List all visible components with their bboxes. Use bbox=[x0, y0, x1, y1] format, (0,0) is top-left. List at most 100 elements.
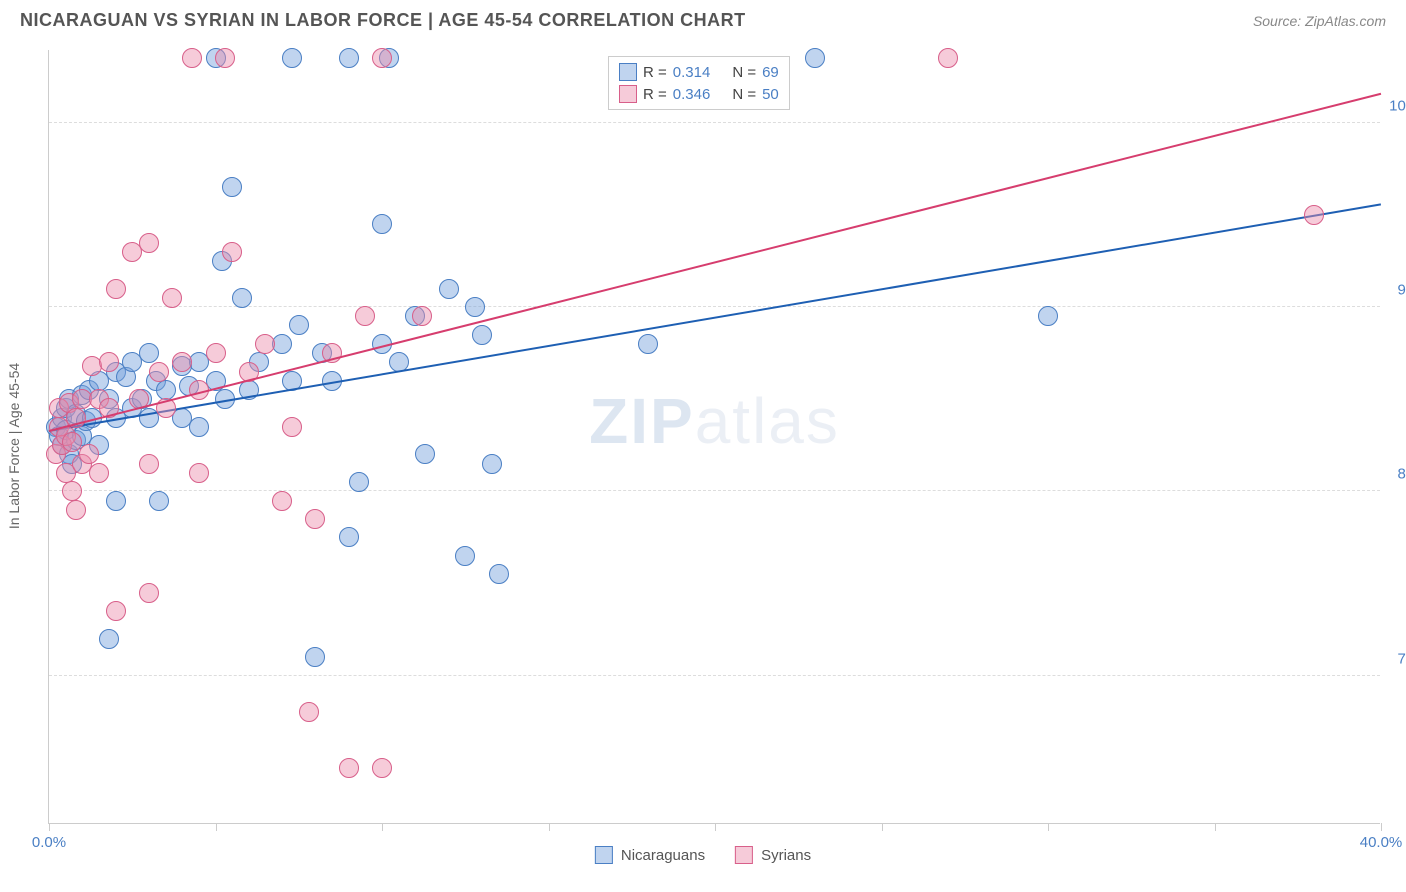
x-tick bbox=[1215, 823, 1216, 831]
data-point bbox=[482, 454, 502, 474]
data-point bbox=[805, 48, 825, 68]
data-point bbox=[149, 491, 169, 511]
data-point bbox=[282, 417, 302, 437]
data-point bbox=[106, 279, 126, 299]
legend-series-name: Syrians bbox=[761, 847, 811, 864]
data-point bbox=[439, 279, 459, 299]
y-axis-title: In Labor Force | Age 45-54 bbox=[6, 363, 22, 529]
data-point bbox=[182, 48, 202, 68]
y-tick-label: 70.0% bbox=[1397, 650, 1406, 667]
data-point bbox=[372, 758, 392, 778]
data-point bbox=[472, 325, 492, 345]
legend-r-value: 0.346 bbox=[673, 86, 711, 103]
data-point bbox=[139, 343, 159, 363]
legend-series-name: Nicaraguans bbox=[621, 847, 705, 864]
data-point bbox=[1038, 306, 1058, 326]
x-tick-label: 0.0% bbox=[32, 834, 66, 851]
trend-line bbox=[49, 204, 1381, 433]
x-tick bbox=[1381, 823, 1382, 831]
gridline bbox=[49, 122, 1380, 123]
data-point bbox=[355, 306, 375, 326]
x-tick-label: 40.0% bbox=[1360, 834, 1403, 851]
data-point bbox=[489, 564, 509, 584]
chart-title: NICARAGUAN VS SYRIAN IN LABOR FORCE | AG… bbox=[20, 10, 746, 31]
data-point bbox=[66, 500, 86, 520]
legend-item: Syrians bbox=[735, 846, 811, 864]
data-point bbox=[289, 315, 309, 335]
gridline bbox=[49, 675, 1380, 676]
legend-swatch bbox=[735, 846, 753, 864]
trend-line bbox=[49, 93, 1381, 432]
x-tick bbox=[1048, 823, 1049, 831]
data-point bbox=[189, 417, 209, 437]
data-point bbox=[282, 48, 302, 68]
legend-n-label: N = bbox=[732, 86, 756, 103]
correlation-legend: R = 0.314 N = 69 R = 0.346 N = 50 bbox=[608, 56, 790, 110]
legend-row: R = 0.346 N = 50 bbox=[619, 83, 779, 105]
data-point bbox=[1304, 205, 1324, 225]
data-point bbox=[149, 362, 169, 382]
data-point bbox=[272, 491, 292, 511]
gridline bbox=[49, 490, 1380, 491]
data-point bbox=[465, 297, 485, 317]
legend-swatch bbox=[619, 85, 637, 103]
y-tick-label: 100.0% bbox=[1389, 97, 1406, 114]
data-point bbox=[372, 48, 392, 68]
data-point bbox=[349, 472, 369, 492]
legend-r-value: 0.314 bbox=[673, 64, 711, 81]
legend-r-label: R = bbox=[643, 86, 667, 103]
data-point bbox=[189, 463, 209, 483]
watermark: ZIPatlas bbox=[589, 384, 840, 458]
data-point bbox=[222, 242, 242, 262]
data-point bbox=[156, 380, 176, 400]
y-tick-label: 90.0% bbox=[1397, 282, 1406, 299]
legend-item: Nicaraguans bbox=[595, 846, 705, 864]
data-point bbox=[99, 352, 119, 372]
data-point bbox=[372, 214, 392, 234]
data-point bbox=[305, 647, 325, 667]
data-point bbox=[339, 527, 359, 547]
data-point bbox=[106, 601, 126, 621]
data-point bbox=[139, 454, 159, 474]
legend-swatch bbox=[619, 63, 637, 81]
data-point bbox=[99, 629, 119, 649]
data-point bbox=[89, 463, 109, 483]
data-point bbox=[206, 343, 226, 363]
x-tick bbox=[549, 823, 550, 831]
data-point bbox=[139, 583, 159, 603]
data-point bbox=[415, 444, 435, 464]
data-point bbox=[255, 334, 275, 354]
data-point bbox=[339, 48, 359, 68]
x-tick bbox=[49, 823, 50, 831]
data-point bbox=[412, 306, 432, 326]
data-point bbox=[222, 177, 242, 197]
data-point bbox=[162, 288, 182, 308]
x-tick bbox=[382, 823, 383, 831]
legend-row: R =0.314N =69 bbox=[619, 61, 779, 83]
data-point bbox=[232, 288, 252, 308]
legend-n-value: 69 bbox=[762, 64, 779, 81]
x-tick bbox=[216, 823, 217, 831]
data-point bbox=[638, 334, 658, 354]
legend-n-label: N = bbox=[732, 64, 756, 81]
data-point bbox=[339, 758, 359, 778]
x-tick bbox=[715, 823, 716, 831]
gridline bbox=[49, 306, 1380, 307]
y-tick-label: 80.0% bbox=[1397, 466, 1406, 483]
data-point bbox=[938, 48, 958, 68]
series-legend: Nicaraguans Syrians bbox=[595, 846, 811, 864]
data-point bbox=[172, 352, 192, 372]
chart-source: Source: ZipAtlas.com bbox=[1253, 13, 1386, 29]
data-point bbox=[106, 491, 126, 511]
data-point bbox=[139, 233, 159, 253]
data-point bbox=[62, 481, 82, 501]
x-tick bbox=[882, 823, 883, 831]
scatter-plot-area: ZIPatlas R =0.314N =69R =0.346N =50 70.0… bbox=[48, 50, 1380, 824]
data-point bbox=[455, 546, 475, 566]
legend-n-value: 50 bbox=[762, 86, 779, 103]
legend-swatch bbox=[595, 846, 613, 864]
data-point bbox=[215, 48, 235, 68]
data-point bbox=[79, 444, 99, 464]
data-point bbox=[305, 509, 325, 529]
data-point bbox=[299, 702, 319, 722]
